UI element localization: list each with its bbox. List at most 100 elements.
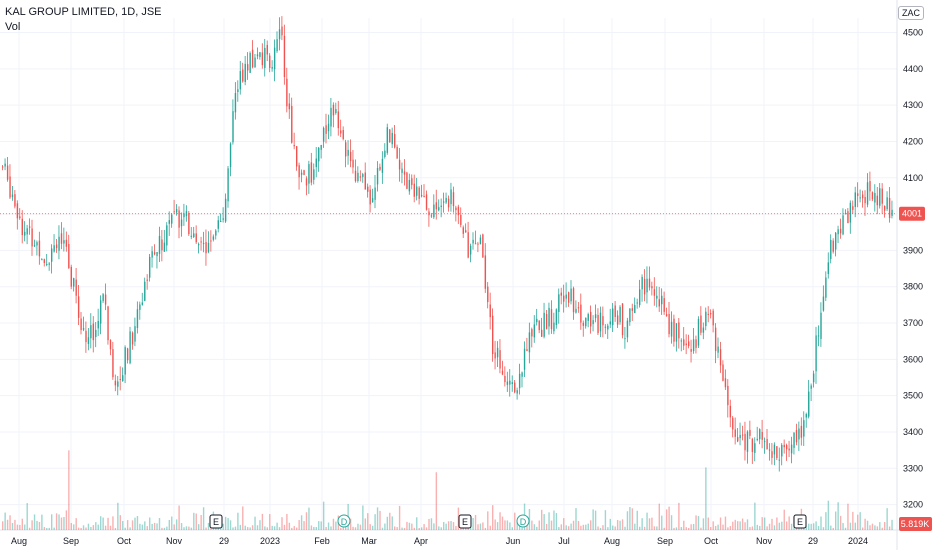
volume-bar: [183, 527, 185, 530]
candle-body: [479, 237, 482, 245]
candle-body: [413, 183, 415, 197]
candle-body: [335, 109, 337, 114]
candle-body: [864, 196, 866, 204]
volume-bar: [237, 512, 239, 530]
volume-bar: [273, 526, 276, 530]
candle-body: [835, 232, 837, 250]
candle-body: [570, 288, 572, 302]
candle-body: [707, 313, 709, 315]
dividend-marker[interactable]: D: [516, 514, 530, 528]
candle-body: [688, 341, 690, 347]
candle-body: [134, 326, 136, 342]
candle-body: [499, 350, 501, 369]
candle-body: [58, 236, 60, 251]
candle-body: [379, 166, 381, 170]
earnings-marker[interactable]: E: [458, 514, 472, 529]
volume-bar: [734, 519, 736, 530]
candle-body: [514, 382, 516, 393]
candle-body: [425, 194, 428, 210]
volume-bar: [521, 527, 523, 530]
candle-body: [489, 304, 491, 318]
candle-body: [423, 195, 425, 198]
volume-bar: [151, 523, 153, 530]
candle-body: [744, 433, 746, 451]
volume-bar: [587, 523, 589, 530]
candle-body: [224, 198, 227, 222]
candle-body: [156, 251, 158, 257]
volume-bar: [702, 518, 705, 530]
candle-body: [433, 204, 435, 218]
candle-body: [51, 248, 53, 262]
volume-bar: [153, 522, 156, 530]
candle-body: [577, 307, 580, 309]
candle-body: [85, 330, 87, 343]
volume-bar: [766, 526, 768, 530]
volume-bar: [296, 527, 298, 530]
volume-bar: [771, 518, 773, 530]
volume-bar: [2, 521, 4, 530]
candle-body: [869, 181, 871, 192]
volume-bar: [406, 521, 408, 530]
candle-body: [200, 241, 202, 243]
candle-body: [472, 239, 474, 244]
volume-bar: [665, 509, 668, 530]
candle-body: [92, 323, 95, 341]
volume-bar: [455, 525, 457, 530]
candle-body: [839, 228, 842, 234]
earnings-marker[interactable]: E: [209, 514, 223, 529]
candle-body: [296, 146, 298, 167]
volume-bar: [678, 502, 680, 530]
volume-bar: [276, 522, 278, 530]
volume-bar: [786, 521, 788, 530]
candle-body: [648, 278, 651, 288]
candle-body: [180, 219, 183, 227]
volume-bar: [158, 517, 161, 530]
candle-body: [65, 239, 68, 247]
candle-body: [122, 375, 124, 382]
candle-body: [418, 187, 420, 199]
volume-bar: [16, 524, 19, 530]
volume-bar: [570, 523, 572, 530]
volume-bar: [259, 520, 261, 530]
volume-bar: [871, 523, 874, 530]
candle-body: [646, 278, 648, 293]
volume-bar: [278, 527, 281, 530]
candle-body: [420, 195, 423, 197]
volume-bar: [492, 505, 494, 530]
x-tick-label: Nov: [756, 536, 773, 546]
volume-bar: [592, 509, 594, 530]
candle-body: [288, 103, 291, 110]
volume-bar: [484, 527, 487, 530]
volume-bar: [727, 527, 729, 530]
candle-body: [543, 312, 545, 337]
volume-bar: [590, 520, 592, 530]
volume-bar: [746, 519, 749, 530]
earnings-marker[interactable]: E: [793, 514, 807, 529]
volume-bar: [134, 517, 136, 530]
candle-body: [580, 304, 582, 323]
currency-badge[interactable]: ZAC: [898, 6, 924, 20]
volume-bar: [543, 514, 545, 530]
x-tick-label: Oct: [704, 536, 719, 546]
dividend-marker[interactable]: D: [337, 514, 351, 528]
x-tick-label: 2023: [260, 536, 280, 546]
candle-body: [36, 242, 38, 246]
volume-bar: [754, 502, 756, 530]
volume-bar: [68, 450, 70, 530]
volume-bar: [408, 522, 411, 530]
candle-body: [776, 446, 778, 458]
candle-body: [842, 215, 844, 235]
volume-bar: [714, 525, 717, 530]
candle-body: [107, 306, 109, 341]
volume-bar: [428, 518, 430, 530]
volume-bar: [560, 524, 562, 530]
candle-body: [237, 89, 239, 92]
volume-bar: [822, 527, 825, 530]
volume-bar: [545, 523, 548, 530]
volume-bar: [717, 524, 719, 530]
volume-bar: [359, 524, 362, 530]
volume-bar: [531, 520, 533, 530]
candle-body: [163, 242, 166, 252]
